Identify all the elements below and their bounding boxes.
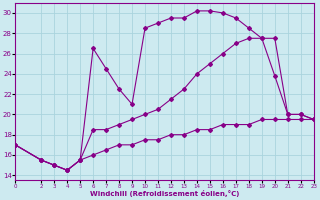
X-axis label: Windchill (Refroidissement éolien,°C): Windchill (Refroidissement éolien,°C) — [90, 190, 239, 197]
